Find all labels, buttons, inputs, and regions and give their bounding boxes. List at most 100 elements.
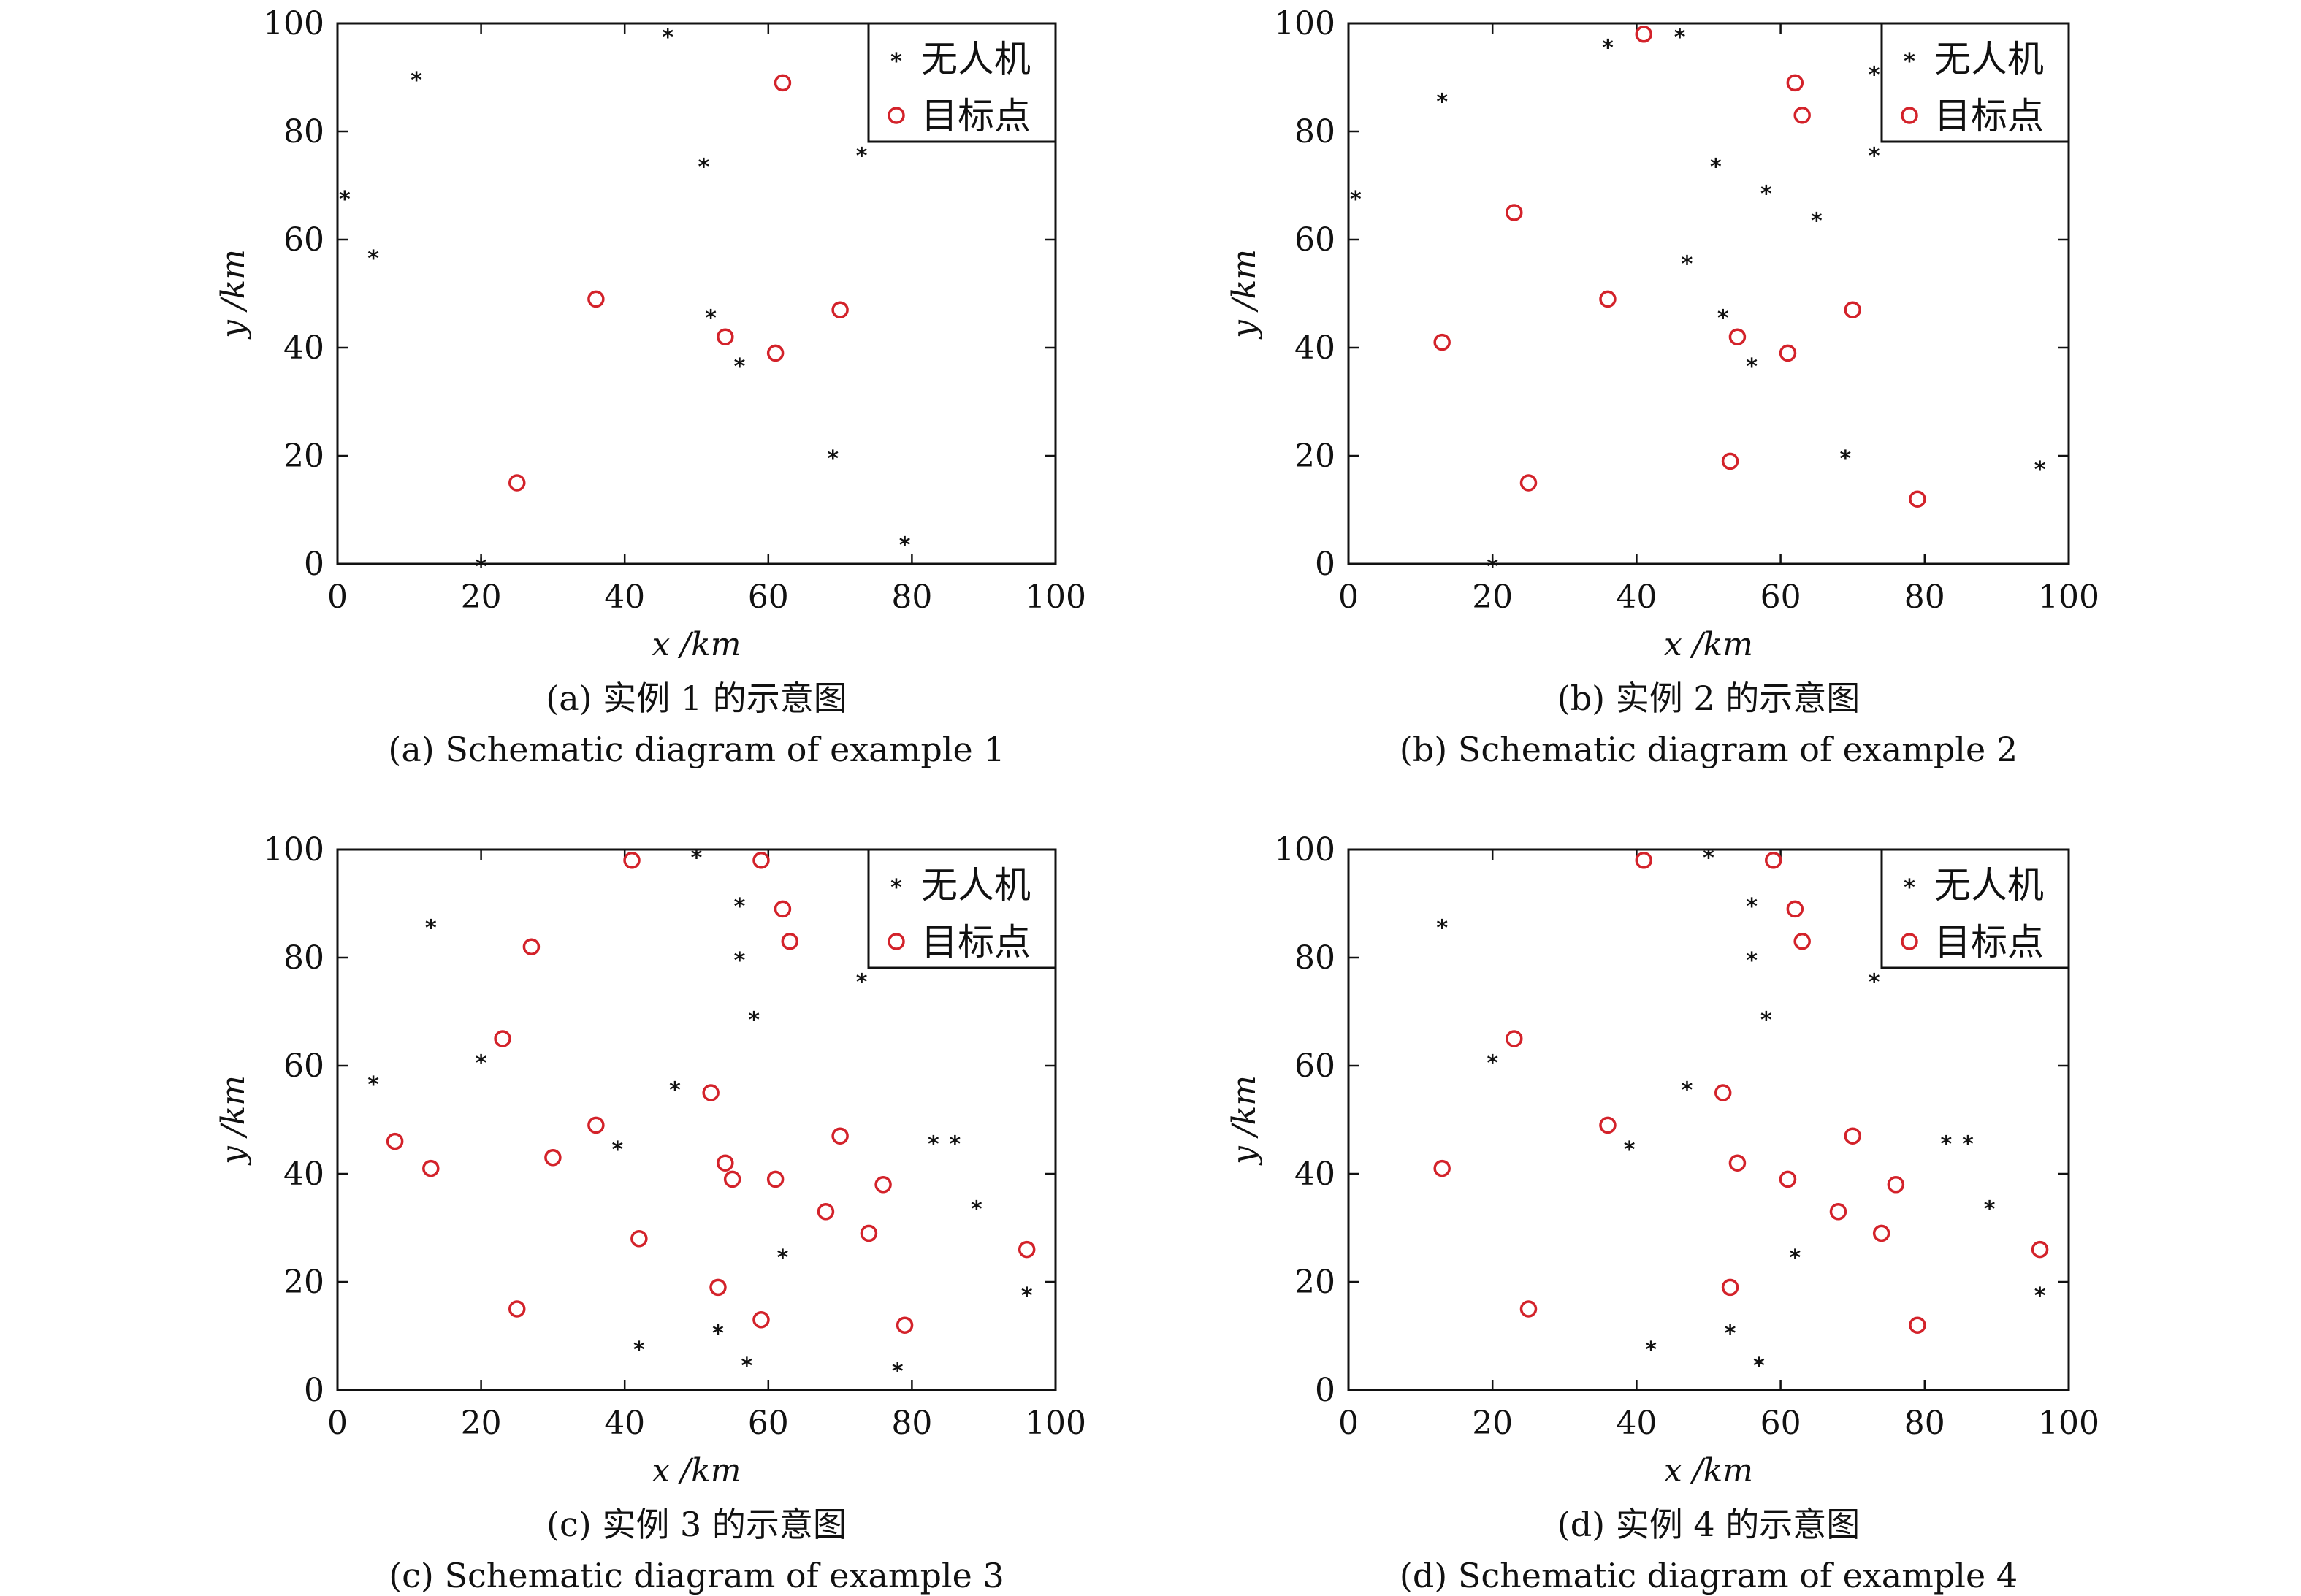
y-axis-label: y /km [1226, 249, 1263, 340]
y-tick-label: 80 [283, 113, 324, 150]
target-point-marker [1764, 852, 1782, 869]
target-point-marker [623, 852, 641, 869]
target-point-marker [386, 1132, 404, 1150]
drone-point-marker: * [705, 306, 717, 332]
x-tick-label: 100 [1025, 1405, 1086, 1442]
target-point-marker [896, 1316, 914, 1334]
target-point-marker [1721, 452, 1739, 470]
x-tick-label: 0 [327, 1405, 348, 1442]
drone-point-marker: * [928, 1132, 939, 1158]
target-point-marker [1786, 74, 1804, 92]
target-point-marker [1793, 107, 1811, 124]
legend-drone-marker: * [890, 49, 902, 75]
drone-point-marker: * [1682, 252, 1693, 278]
drone-point-marker: * [669, 1078, 681, 1104]
target-point-marker [766, 344, 785, 362]
target-point-marker [774, 900, 792, 918]
legend-drone-marker: * [1904, 875, 1915, 901]
caption-cn: (d) 实例 4 的示意图 [1557, 1505, 1860, 1544]
drone-point-marker: * [1436, 916, 1448, 942]
target-point-marker [1599, 290, 1617, 308]
drone-point-marker: * [1746, 894, 1758, 920]
legend-entry-label: 目标点 [921, 95, 1031, 137]
target-point-marker [630, 1230, 648, 1248]
target-point-marker [1779, 344, 1797, 362]
drone-point-marker: * [777, 1245, 789, 1271]
drone-point-marker: * [734, 354, 746, 380]
target-point-marker [1506, 1030, 1523, 1047]
legend-entry-label: 目标点 [921, 921, 1031, 963]
drone-point-marker: * [1746, 354, 1758, 380]
target-point-marker [766, 1170, 785, 1188]
x-tick-label: 20 [1472, 1405, 1513, 1442]
y-tick-label: 60 [1294, 221, 1335, 259]
x-tick-label: 80 [1904, 1405, 1945, 1442]
plot-frame [1347, 22, 2070, 565]
target-point-marker [752, 1311, 770, 1329]
x-tick-label: 80 [891, 1405, 932, 1442]
target-point-marker [1714, 1084, 1732, 1101]
target-point-marker [544, 1149, 562, 1167]
drone-point-marker: * [367, 1072, 379, 1098]
target-point-marker [1728, 1154, 1747, 1172]
target-point-marker [1909, 1316, 1926, 1334]
caption-cn: (a) 实例 1 的示意图 [546, 679, 847, 718]
x-tick-label: 0 [1338, 579, 1359, 616]
y-tick-label: 40 [1294, 1156, 1335, 1193]
drone-point-marker: * [1487, 554, 1498, 580]
drone-point-marker: * [741, 1353, 752, 1379]
drone-point-marker: * [2034, 1283, 2046, 1309]
drone-point-marker: * [1021, 1283, 1033, 1309]
y-tick-label: 100 [1274, 831, 1335, 868]
drone-point-marker: * [892, 1359, 904, 1384]
x-tick-label: 80 [1904, 579, 1945, 616]
target-point-marker [817, 1203, 835, 1221]
y-tick-label: 80 [283, 939, 324, 977]
drone-point-marker: * [734, 894, 746, 920]
drone-point-marker: * [476, 1051, 487, 1077]
target-point-marker [1793, 933, 1811, 950]
y-tick-label: 20 [1294, 438, 1335, 475]
drone-point-marker: * [633, 1337, 645, 1363]
drone-point-marker: * [367, 246, 379, 272]
target-point-marker [587, 1116, 605, 1134]
caption-cn: (b) 实例 2 的示意图 [1557, 679, 1860, 718]
target-point-marker [1433, 1159, 1451, 1177]
drone-point-marker: * [2034, 457, 2046, 483]
y-tick-label: 60 [283, 1047, 324, 1085]
y-tick-label: 0 [1315, 546, 1335, 583]
x-tick-label: 40 [604, 1405, 645, 1442]
drone-point-marker: * [1869, 970, 1880, 996]
drone-point-marker: * [1624, 1137, 1636, 1163]
target-point-marker [1844, 301, 1861, 318]
target-point-marker [1433, 333, 1451, 351]
target-point-marker [702, 1084, 720, 1101]
x-tick-label: 0 [1338, 1405, 1359, 1442]
y-tick-label: 0 [304, 1372, 324, 1409]
x-axis-label: x /km [1664, 1452, 1753, 1489]
target-point-marker [1018, 1240, 1036, 1259]
target-point-marker [831, 1127, 849, 1145]
x-tick-label: 60 [1760, 579, 1801, 616]
x-tick-label: 100 [2038, 579, 2099, 616]
drone-point-marker: * [1350, 187, 1362, 213]
target-point-marker [860, 1224, 878, 1242]
y-axis-label: y /km [215, 249, 252, 340]
target-point-marker [1599, 1116, 1617, 1134]
target-point-marker [422, 1159, 440, 1177]
target-point-marker [1506, 204, 1523, 221]
plot-frame [336, 848, 1057, 1391]
drone-point-marker: * [1984, 1196, 1996, 1222]
drone-point-marker: * [1703, 845, 1714, 871]
plot-frame [336, 22, 1057, 565]
drone-point-marker: * [1869, 144, 1880, 169]
y-axis-label: y /km [215, 1075, 252, 1166]
drone-point-marker: * [1941, 1132, 1953, 1158]
y-tick-label: 20 [283, 438, 324, 475]
legend-entry-label: 目标点 [1934, 921, 2044, 963]
x-tick-label: 40 [1616, 579, 1657, 616]
drone-point-marker: * [1674, 25, 1686, 50]
